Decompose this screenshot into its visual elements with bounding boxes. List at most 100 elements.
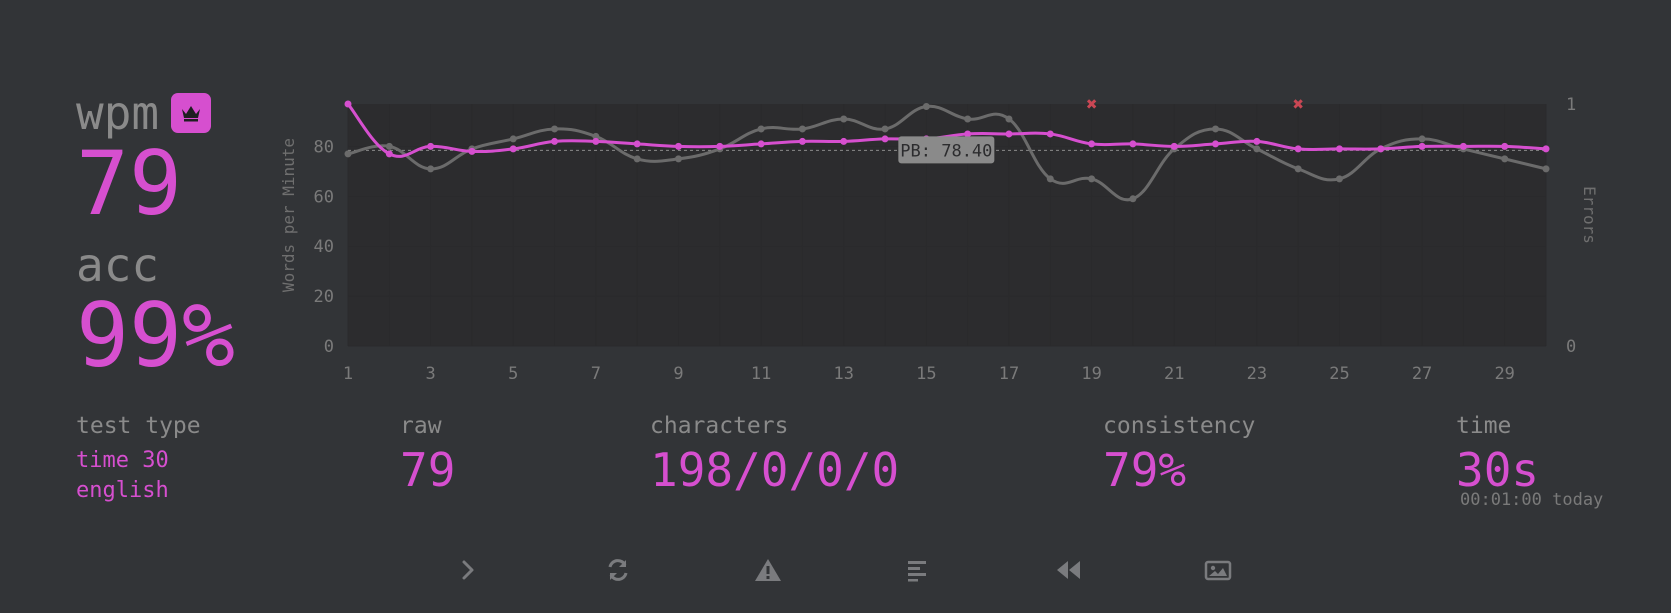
wpm-header: wpm — [76, 86, 276, 140]
wpm-point — [1294, 145, 1302, 153]
y-axis-label: Words per Minute — [279, 138, 298, 292]
word-history-icon — [908, 561, 926, 582]
x-tick-label: 3 — [425, 364, 435, 384]
replay-icon — [1057, 561, 1080, 579]
consistency-label: consistency — [1103, 413, 1256, 439]
x-tick-label: 13 — [833, 364, 853, 384]
wpm-point — [716, 142, 724, 150]
wpm-point — [1335, 145, 1343, 153]
y2-tick-label: 0 — [1566, 337, 1576, 357]
x-tick-label: 15 — [916, 364, 936, 384]
pb-badge — [898, 136, 995, 164]
main-results: wpm 79 acc 99% — [76, 86, 276, 384]
x-tick-label: 27 — [1412, 364, 1432, 384]
raw-point — [427, 165, 435, 173]
y-tick-label: 60 — [314, 187, 334, 207]
wpm-point — [1005, 130, 1013, 138]
wpm-point — [385, 150, 393, 158]
y-tick-label: 40 — [314, 237, 334, 257]
test-type-label: test type — [76, 413, 201, 439]
error-marker: ✖ — [1086, 97, 1098, 113]
screenshot-icon — [1204, 560, 1232, 581]
x-tick-label: 25 — [1329, 364, 1349, 384]
raw-point — [1046, 175, 1054, 183]
wpm-point — [1418, 142, 1426, 150]
raw-stat: raw 79 — [400, 412, 455, 496]
acc-label: acc — [76, 238, 160, 292]
x-tick-label: 21 — [1164, 364, 1184, 384]
wpm-point — [1088, 140, 1096, 148]
time-label: time — [1456, 413, 1512, 439]
wpm-point — [881, 135, 889, 143]
raw-point — [633, 155, 641, 163]
raw-point — [344, 150, 352, 158]
crown-icon[interactable] — [171, 93, 212, 133]
raw-point — [551, 125, 559, 133]
word-history-button[interactable] — [900, 552, 936, 588]
acc-value: 99% — [76, 284, 235, 387]
raw-point — [509, 135, 517, 143]
wpm-point — [468, 147, 476, 155]
x-tick-label: 19 — [1081, 364, 1101, 384]
raw-point — [1418, 135, 1426, 143]
wpm-point — [1212, 140, 1220, 148]
wpm-value: 79 — [76, 132, 182, 235]
consistency-stat: consistency 79% — [1103, 412, 1255, 496]
raw-point — [1294, 165, 1302, 173]
raw-point — [385, 142, 393, 150]
y-tick-label: 80 — [314, 137, 334, 157]
raw-point — [1088, 175, 1096, 183]
replay-button[interactable] — [1050, 552, 1086, 588]
test-type-mode[interactable]: time 30 — [76, 448, 169, 473]
wpm-point — [757, 140, 765, 148]
raw-label: raw — [400, 413, 442, 439]
wpm-point — [1377, 145, 1385, 153]
wpm-label: wpm — [76, 86, 160, 140]
save-screenshot-button[interactable] — [1200, 552, 1236, 588]
raw-point — [1005, 115, 1013, 123]
wpm-point — [798, 137, 806, 145]
characters-value: 198/0/0/0 — [650, 443, 900, 497]
raw-point — [674, 155, 682, 163]
raw-point — [881, 125, 889, 133]
restart-icon — [608, 559, 628, 581]
x-tick-label: 11 — [751, 364, 771, 384]
wpm-point — [1046, 130, 1054, 138]
wpm-point — [633, 140, 641, 148]
raw-point — [1335, 175, 1343, 183]
raw-point — [840, 115, 848, 123]
raw-point — [592, 132, 600, 140]
time-stat: time 30s — [1456, 412, 1539, 496]
x-tick-label: 29 — [1494, 364, 1514, 384]
next-test-button[interactable] — [450, 552, 486, 588]
x-tick-label: 1 — [343, 364, 353, 384]
wpm-point — [1459, 142, 1467, 150]
warning-icon — [755, 559, 781, 581]
characters-label: characters — [650, 413, 789, 439]
wpm-point — [1253, 137, 1261, 145]
pb-label: PB: 78.40 — [900, 141, 992, 161]
test-type-stat: test type time 30 english — [76, 412, 201, 506]
restart-button[interactable] — [600, 552, 636, 588]
wpm-point — [509, 145, 517, 153]
x-tick-label: 5 — [508, 364, 518, 384]
error-marker: ✖ — [1292, 97, 1304, 113]
wpm-point — [592, 137, 600, 145]
raw-point — [1129, 195, 1137, 203]
y-tick-label: 20 — [314, 287, 334, 307]
wpm-point — [1542, 145, 1550, 153]
x-tick-label: 23 — [1247, 364, 1267, 384]
raw-point — [922, 102, 930, 110]
y-tick-label: 0 — [324, 337, 334, 357]
test-timestamp: 00:01:00 today — [1460, 490, 1604, 510]
raw-point — [1542, 165, 1550, 173]
wpm-point — [551, 137, 559, 145]
raw-point — [798, 125, 806, 133]
test-type-language[interactable]: english — [76, 478, 169, 503]
raw-point — [1212, 125, 1220, 133]
report-button[interactable] — [750, 552, 786, 588]
x-tick-label: 9 — [673, 364, 683, 384]
wpm-point — [674, 142, 682, 150]
wpm-point — [840, 137, 848, 145]
